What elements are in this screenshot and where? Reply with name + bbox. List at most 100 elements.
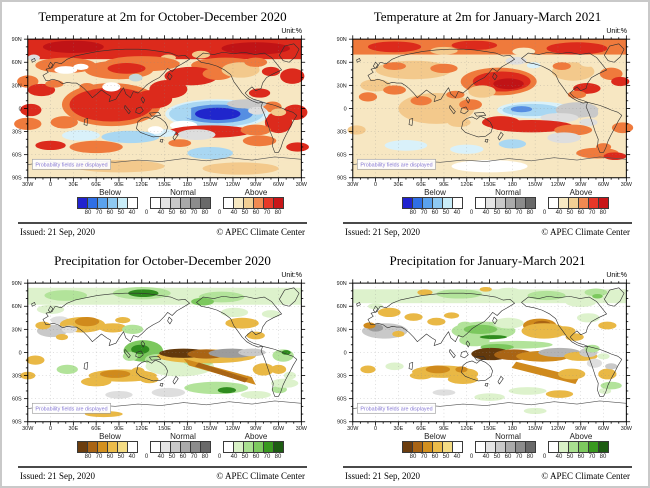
colorbar-tick-label: 60 [431, 454, 439, 460]
colorbar-tick-label: 60 [252, 454, 260, 460]
lon-axis-label: 60E [416, 426, 426, 431]
issued-date: Issued: 21 Sep, 2020 [345, 471, 420, 481]
colorbar-swatch-row [150, 441, 211, 453]
lat-axis-label: 90N [12, 37, 22, 43]
lon-axis-label: 90W [575, 182, 587, 187]
colorbar-tick-label: 40 [157, 454, 165, 460]
colorbar-tick-label: 70 [95, 454, 103, 460]
colorbar-swatch [273, 197, 284, 209]
unit-label: Unit:% [281, 28, 302, 35]
colorbar-group-label: Below [424, 432, 446, 441]
lon-axis-label: 90W [250, 426, 262, 431]
colorbar-swatch-row [402, 197, 463, 209]
lat-axis-label: 60N [12, 304, 22, 310]
colorbar-tick-label: 60 [431, 210, 439, 216]
map-grid [28, 39, 302, 178]
lon-axis-label: 180 [508, 182, 517, 187]
lon-axis-label: 120E [135, 182, 148, 187]
lat-axis-label: 30S [337, 373, 347, 379]
colorbar-group: Below 80 70 60 50 40 [402, 432, 468, 460]
colorbar-group: Above 40 50 60 70 80 [223, 188, 289, 216]
colorbar-tick-label: 60 [106, 210, 114, 216]
footer-divider [18, 222, 307, 224]
issued-date: Issued: 21 Sep, 2020 [345, 227, 420, 237]
map-frame [28, 283, 302, 422]
colorbar-group-label: Below [99, 432, 121, 441]
lat-axis-label: 30N [12, 327, 22, 333]
lon-axis-label: 30W [347, 426, 359, 431]
map-area: 30W 0 30E 60E 90E 120E 150E 180 150W 120W 90W 60W 30… [8, 33, 312, 187]
map-axes: 30W 0 30E 60E 90E 120E 150E 180 150W 120W 90W 60W 30… [337, 279, 633, 431]
lon-axis-label: 150W [203, 426, 218, 431]
colorbar-swatch [200, 197, 211, 209]
lon-axis-label: 120E [460, 426, 473, 431]
colorbar-group-label: Normal [170, 188, 196, 197]
colorbar-zero-label: 0 [469, 454, 474, 460]
probability-box: Probability fields are displayed [32, 402, 111, 414]
lat-axis-label: 30S [337, 129, 347, 135]
map-grid [28, 283, 302, 422]
lon-axis-label: 30E [393, 182, 403, 187]
colorbar-tick-label: 40 [482, 454, 490, 460]
colorbar-swatch-row [77, 441, 138, 453]
world-map: 30W 0 30E 60E 90E 120E 150E 180 150W 120W 90W 60W 30… [337, 33, 634, 187]
colorbar-swatch [525, 197, 536, 209]
lon-axis-label: 0 [374, 426, 377, 431]
lat-axis-label: 30S [12, 129, 22, 135]
lat-axis-label: 60N [337, 60, 347, 66]
lon-axis-label: 120W [226, 182, 241, 187]
colorbar-tick-label: 70 [263, 454, 271, 460]
colorbar-swatch [452, 441, 463, 453]
lon-axis-label: 150E [483, 182, 496, 187]
world-map: 30W 0 30E 60E 90E 120E 150E 180 150W 120W 90W 60W 30… [12, 277, 308, 431]
lat-axis-label: 0 [344, 350, 347, 356]
lat-axis-label: 60S [12, 153, 22, 159]
panel-title: Precipitation for January-March 2021 [389, 253, 586, 268]
lon-axis-label: 30W [621, 426, 633, 431]
world-map: 30W 0 30E 60E 90E 120E 150E 180 150W 120W 90W 60W 30… [337, 277, 633, 431]
map-axes: 30W 0 30E 60E 90E 120E 150E 180 150W 120W 90W 60W 30… [12, 279, 308, 431]
lon-axis-label: 60W [273, 426, 285, 431]
colorbar-zero-label: 0 [144, 454, 149, 460]
lat-axis-label: 90S [12, 176, 22, 182]
colorbar-zero-label: 0 [542, 210, 547, 216]
colorbar-zero-label: 0 [217, 454, 222, 460]
lon-axis-label: 60E [416, 182, 426, 187]
colorbar-tick-label: 50 [168, 210, 176, 216]
footer-divider [343, 466, 632, 468]
map-frame [353, 39, 627, 178]
colorbar-tick-label: 70 [420, 454, 428, 460]
lon-axis-label: 30E [393, 426, 403, 431]
panel-precipitation-jfm: Precipitation for January-March 2021 Uni… [325, 244, 650, 488]
colorbar-swatch-row [548, 197, 609, 209]
lon-axis-label: 0 [49, 426, 52, 431]
colorbar-tick-label: 80 [409, 210, 417, 216]
lon-axis-label: 150W [528, 426, 543, 431]
colorbar-swatch-row [475, 441, 536, 453]
map-grid [353, 39, 627, 178]
lon-axis-label: 60W [598, 182, 610, 187]
colorbar-tick-label: 40 [555, 454, 563, 460]
colorbar-tick-label: 70 [190, 454, 198, 460]
map-frame [28, 39, 302, 178]
lon-axis-label: 60W [598, 426, 610, 431]
colorbar-swatch-row [77, 197, 138, 209]
colorbar-tick-label: 70 [515, 210, 523, 216]
colorbar-group: Below 80 70 60 50 40 [77, 432, 143, 460]
colorbar-tick-label: 80 [409, 454, 417, 460]
panel-title: Temperature at 2m for January-March 2021 [373, 9, 602, 24]
colorbar-zero-label: 0 [144, 210, 149, 216]
colorbar-tick-label: 80 [526, 210, 534, 216]
colorbar-swatch [598, 441, 609, 453]
colorbar-tick-label: 60 [106, 454, 114, 460]
colorbar-tick-label: 70 [263, 210, 271, 216]
copyright: © APEC Climate Center [541, 227, 630, 237]
map-area: 30W 0 30E 60E 90E 120E 150E 180 150W 120W 90W 60W 30… [333, 277, 637, 431]
colorbar-group: Above 40 50 60 70 80 [223, 432, 289, 460]
lon-axis-label: 90E [114, 426, 124, 431]
lat-axis-label: 90N [337, 281, 347, 287]
lat-axis-label: 90S [337, 176, 347, 182]
lat-axis-label: 30N [337, 83, 347, 89]
lat-axis-label: 30S [12, 373, 22, 379]
colorbar-tick-label: 70 [515, 454, 523, 460]
